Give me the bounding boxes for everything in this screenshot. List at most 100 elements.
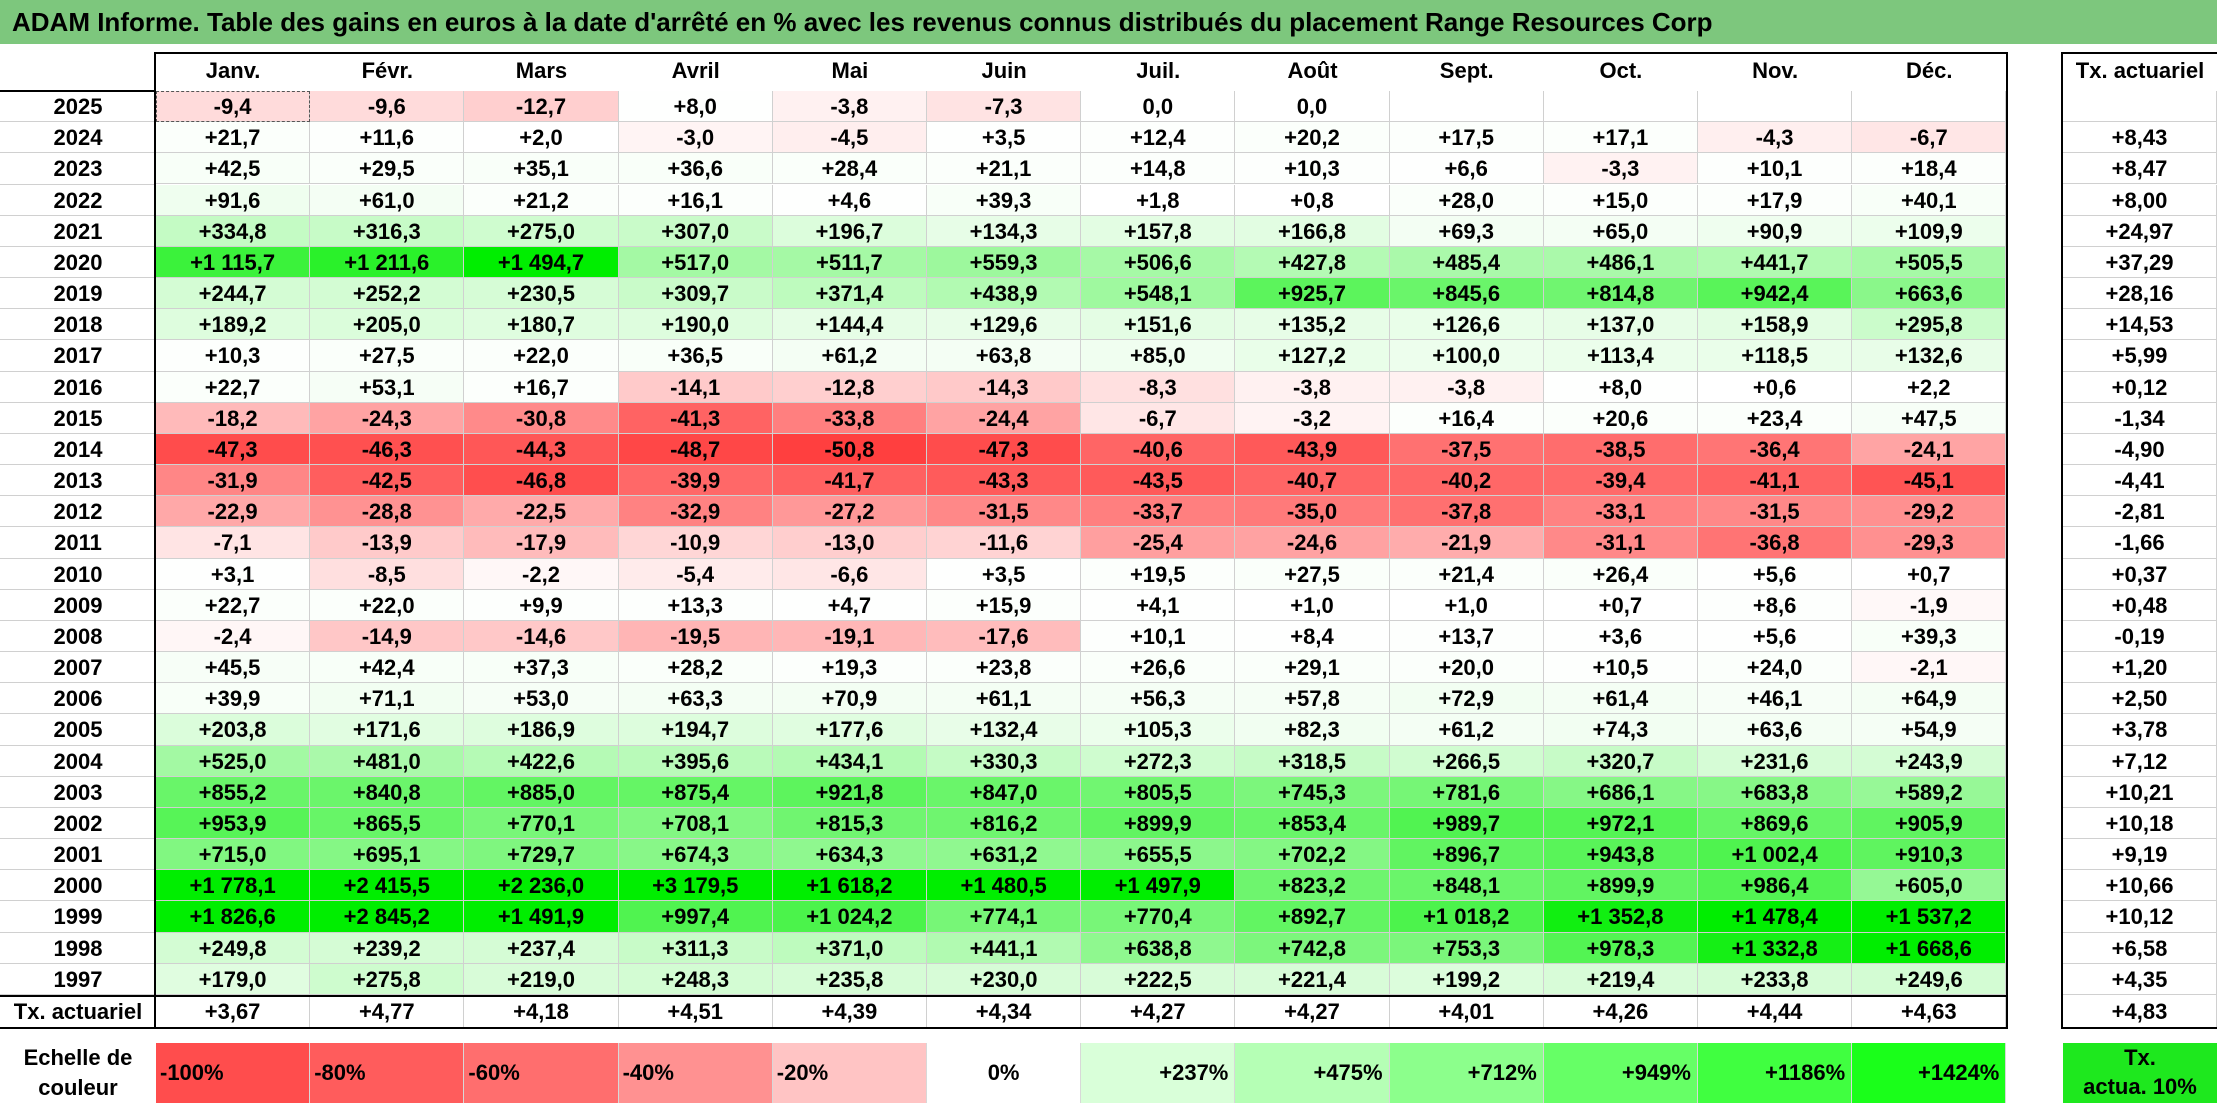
table-cell: +875,4 xyxy=(618,776,773,808)
table-cell: +21,7 xyxy=(156,122,311,154)
annual-rate-cell: +7,12 xyxy=(2063,745,2217,777)
table-cell: +309,7 xyxy=(618,278,773,310)
table-cell: +1 618,2 xyxy=(772,870,927,902)
table-cell: +61,1 xyxy=(927,683,1082,715)
table-cell: +1 352,8 xyxy=(1543,901,1698,933)
table-cell: -25,4 xyxy=(1081,527,1236,559)
table-cell: +742,8 xyxy=(1235,932,1390,964)
table-cell: +189,2 xyxy=(156,309,311,341)
year-label: 2019 xyxy=(53,281,103,307)
row-divider xyxy=(0,993,156,995)
table-cell: +663,6 xyxy=(1852,278,2007,310)
table-cell: +438,9 xyxy=(927,278,1082,310)
footer-cell: +4,51 xyxy=(618,995,773,1029)
year-label: 2001 xyxy=(53,842,103,868)
table-cell: +39,3 xyxy=(927,184,1082,216)
table-cell: +1 668,6 xyxy=(1852,932,2007,964)
table-cell: +157,8 xyxy=(1081,215,1236,247)
month-header: Déc. xyxy=(1906,58,1953,83)
annual-rate-cell: +10,12 xyxy=(2063,901,2217,933)
table-cell: +525,0 xyxy=(156,745,311,777)
table-cell: -3,3 xyxy=(1543,153,1698,185)
table-cell: +4,6 xyxy=(772,184,927,216)
table-cell: +57,8 xyxy=(1235,683,1390,715)
table-cell: +10,3 xyxy=(1235,153,1390,185)
table-cell: +26,4 xyxy=(1543,558,1698,590)
footer-cell: +4,44 xyxy=(1698,995,1853,1029)
table-cell: -41,7 xyxy=(772,465,927,497)
row-divider xyxy=(0,245,156,247)
table-cell: +10,3 xyxy=(156,340,311,372)
table-cell: +3,6 xyxy=(1543,620,1698,653)
table-cell: +8,0 xyxy=(1543,371,1698,403)
table-cell: +14,8 xyxy=(1081,153,1236,185)
footer-label: Tx. actuariel xyxy=(13,999,143,1024)
table-cell: +151,6 xyxy=(1081,309,1236,341)
table-cell: +61,0 xyxy=(310,184,465,216)
table-cell: +47,5 xyxy=(1852,402,2007,434)
row-divider xyxy=(0,619,156,621)
table-cell: +6,6 xyxy=(1389,153,1544,185)
table-cell: -6,6 xyxy=(772,558,927,590)
table-cell: +840,8 xyxy=(310,776,465,808)
table-cell: -24,1 xyxy=(1852,433,2007,466)
table-cell: +805,5 xyxy=(1081,776,1236,808)
table-cell: 0,0 xyxy=(1235,91,1390,123)
table-cell: +42,5 xyxy=(156,153,311,185)
table-cell: +441,7 xyxy=(1698,246,1853,278)
table-cell: +221,4 xyxy=(1235,963,1390,995)
table-cell: -48,7 xyxy=(618,433,773,466)
month-header: Mai xyxy=(831,58,869,83)
table-cell: +485,4 xyxy=(1389,246,1544,278)
row-divider xyxy=(0,806,156,808)
table-cell: +230,5 xyxy=(464,278,619,310)
year-label: 2011 xyxy=(54,530,102,556)
row-divider xyxy=(0,682,156,684)
table-cell: +158,9 xyxy=(1698,309,1853,341)
table-cell: +19,3 xyxy=(772,652,927,684)
table-cell: +4,1 xyxy=(1081,589,1236,621)
table-cell: +848,1 xyxy=(1389,870,1544,902)
table-cell: -27,2 xyxy=(772,496,927,528)
table-cell: -43,9 xyxy=(1235,433,1390,466)
table-cell: +113,4 xyxy=(1543,340,1698,372)
legend-swatch: -80% xyxy=(310,1043,465,1103)
year-label: 2015 xyxy=(53,405,103,431)
month-header: Oct. xyxy=(1599,58,1643,83)
table-cell: +63,3 xyxy=(618,683,773,715)
table-cell: +127,2 xyxy=(1235,340,1390,372)
table-cell: 0,0 xyxy=(1081,91,1236,123)
table-cell: +0,7 xyxy=(1852,558,2007,590)
annual-rate-cell: +8,47 xyxy=(2063,153,2217,185)
table-cell: +180,7 xyxy=(464,309,619,341)
annual-rate-cell: +37,29 xyxy=(2063,246,2217,278)
table-cell: +589,2 xyxy=(1852,776,2007,808)
table-cell: -32,9 xyxy=(618,496,773,528)
table-cell: -39,4 xyxy=(1543,465,1698,497)
table-cell: -3,8 xyxy=(1389,371,1544,403)
table-cell: +132,6 xyxy=(1852,340,2007,372)
table-cell: +272,3 xyxy=(1081,745,1236,777)
annual-rate-cell: +2,50 xyxy=(2063,683,2217,715)
footer-annual-cell: +4,83 xyxy=(2063,995,2217,1029)
table-cell: -22,9 xyxy=(156,496,311,528)
table-cell: -7,3 xyxy=(927,91,1082,123)
table-cell: +695,1 xyxy=(310,839,465,871)
table-cell: +921,8 xyxy=(772,776,927,808)
table-cell: +39,3 xyxy=(1852,620,2007,653)
table-cell: +1 211,6 xyxy=(310,246,465,278)
table-cell: -9,4 xyxy=(156,91,311,123)
table-cell: +3,5 xyxy=(927,558,1082,590)
annual-rate-cell: +1,20 xyxy=(2063,652,2217,684)
table-cell: +3,5 xyxy=(927,122,1082,154)
year-label: 1997 xyxy=(53,966,103,992)
table-cell: -43,3 xyxy=(927,465,1082,497)
table-cell: -3,2 xyxy=(1235,402,1390,434)
table-cell: -44,3 xyxy=(464,433,619,466)
year-label: 2013 xyxy=(53,468,103,494)
table-cell: +186,9 xyxy=(464,714,619,746)
table-cell: +1 002,4 xyxy=(1698,839,1853,871)
table-cell: -37,5 xyxy=(1389,433,1544,466)
table-cell: +896,7 xyxy=(1389,839,1544,871)
table-cell: -1,9 xyxy=(1852,589,2007,621)
